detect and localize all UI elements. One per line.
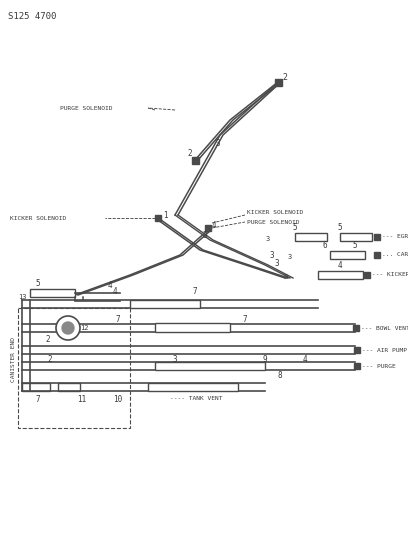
Text: 6: 6 <box>323 240 327 249</box>
Bar <box>155 215 161 221</box>
Text: 3: 3 <box>275 259 279 268</box>
Text: 13: 13 <box>18 294 26 300</box>
Text: --- PURGE: --- PURGE <box>362 364 396 368</box>
Bar <box>155 362 265 370</box>
Text: 2: 2 <box>48 356 52 365</box>
Text: 2: 2 <box>188 149 192 157</box>
Bar <box>374 234 380 240</box>
Text: 3: 3 <box>288 254 292 260</box>
Bar <box>295 233 327 241</box>
Text: 5: 5 <box>293 222 297 231</box>
Text: 4: 4 <box>303 356 307 365</box>
Bar <box>22 383 50 391</box>
Text: ... CARB: ... CARB <box>382 253 408 257</box>
Text: --- KICKER: --- KICKER <box>372 272 408 278</box>
Text: 3: 3 <box>203 230 207 239</box>
Text: 9: 9 <box>263 356 267 365</box>
Text: 3: 3 <box>173 356 177 365</box>
Bar <box>205 225 211 231</box>
Bar <box>354 363 360 369</box>
Text: 3: 3 <box>270 251 274 260</box>
Text: 3: 3 <box>266 236 270 242</box>
Bar <box>318 271 363 279</box>
Text: 2: 2 <box>46 335 50 344</box>
Text: 3: 3 <box>216 139 220 148</box>
Text: 4: 4 <box>338 261 342 270</box>
Text: 12: 12 <box>80 325 89 331</box>
Text: 11: 11 <box>78 394 86 403</box>
Bar <box>18 308 130 428</box>
Text: PURGE SOLENOID: PURGE SOLENOID <box>247 220 299 224</box>
Text: 1: 1 <box>163 211 168 220</box>
Text: ---- TANK VENT: ---- TANK VENT <box>170 397 222 401</box>
Bar <box>148 383 238 391</box>
Text: 4: 4 <box>113 287 118 296</box>
Circle shape <box>62 322 74 334</box>
Text: KICKER SOLENOID: KICKER SOLENOID <box>247 211 303 215</box>
Bar <box>130 300 200 308</box>
Bar <box>354 347 360 353</box>
Text: 7: 7 <box>35 394 40 403</box>
Text: PURGE SOLENOID: PURGE SOLENOID <box>60 106 113 110</box>
Text: 5: 5 <box>338 222 342 231</box>
Bar <box>374 252 380 258</box>
Bar <box>330 251 365 259</box>
Bar <box>275 78 282 85</box>
Text: 7: 7 <box>193 287 197 296</box>
Text: --- AIR PUMP SW: --- AIR PUMP SW <box>362 348 408 352</box>
Text: S125 4700: S125 4700 <box>8 12 56 21</box>
Text: 3: 3 <box>284 274 288 280</box>
Text: 7: 7 <box>116 316 120 325</box>
Text: 2: 2 <box>282 72 287 82</box>
Bar <box>353 325 359 331</box>
Text: 10: 10 <box>113 394 123 403</box>
Text: 4: 4 <box>212 221 217 230</box>
Text: KICKER SOLENOID: KICKER SOLENOID <box>10 215 66 221</box>
Text: 5: 5 <box>353 240 357 249</box>
Text: 8: 8 <box>278 372 282 381</box>
Text: 5: 5 <box>35 279 40 287</box>
Text: CANISTER END: CANISTER END <box>11 337 16 383</box>
Text: 4: 4 <box>108 280 112 289</box>
Text: --- BOWL VENT: --- BOWL VENT <box>361 326 408 330</box>
Bar <box>191 157 199 164</box>
Bar <box>155 323 230 332</box>
Bar <box>58 383 80 391</box>
Bar <box>364 272 370 278</box>
Bar <box>340 233 372 241</box>
Text: 7: 7 <box>243 316 247 325</box>
Text: --- EGR HARNESS: --- EGR HARNESS <box>382 235 408 239</box>
Bar <box>30 289 75 297</box>
